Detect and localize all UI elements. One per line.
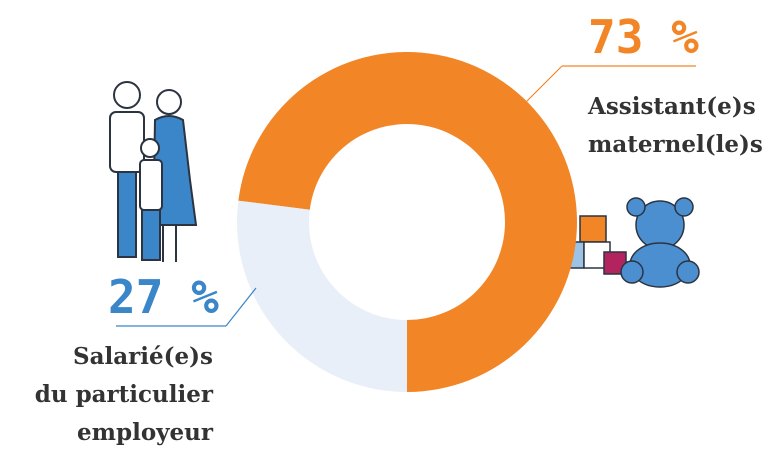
- donut-slice: [237, 200, 407, 392]
- toy-illustration: [557, 197, 700, 288]
- category-label: Assistant(e)s maternel(le)s: [588, 93, 763, 158]
- donut-slice: [238, 52, 577, 393]
- leader-line: [116, 287, 257, 327]
- family-illustration: [109, 81, 198, 262]
- leader-line: [519, 65, 696, 109]
- value-label: 73 %: [588, 10, 699, 64]
- value-label: 27 %: [108, 270, 219, 324]
- category-label: Salarié(e)s du particulier employeur: [34, 343, 213, 446]
